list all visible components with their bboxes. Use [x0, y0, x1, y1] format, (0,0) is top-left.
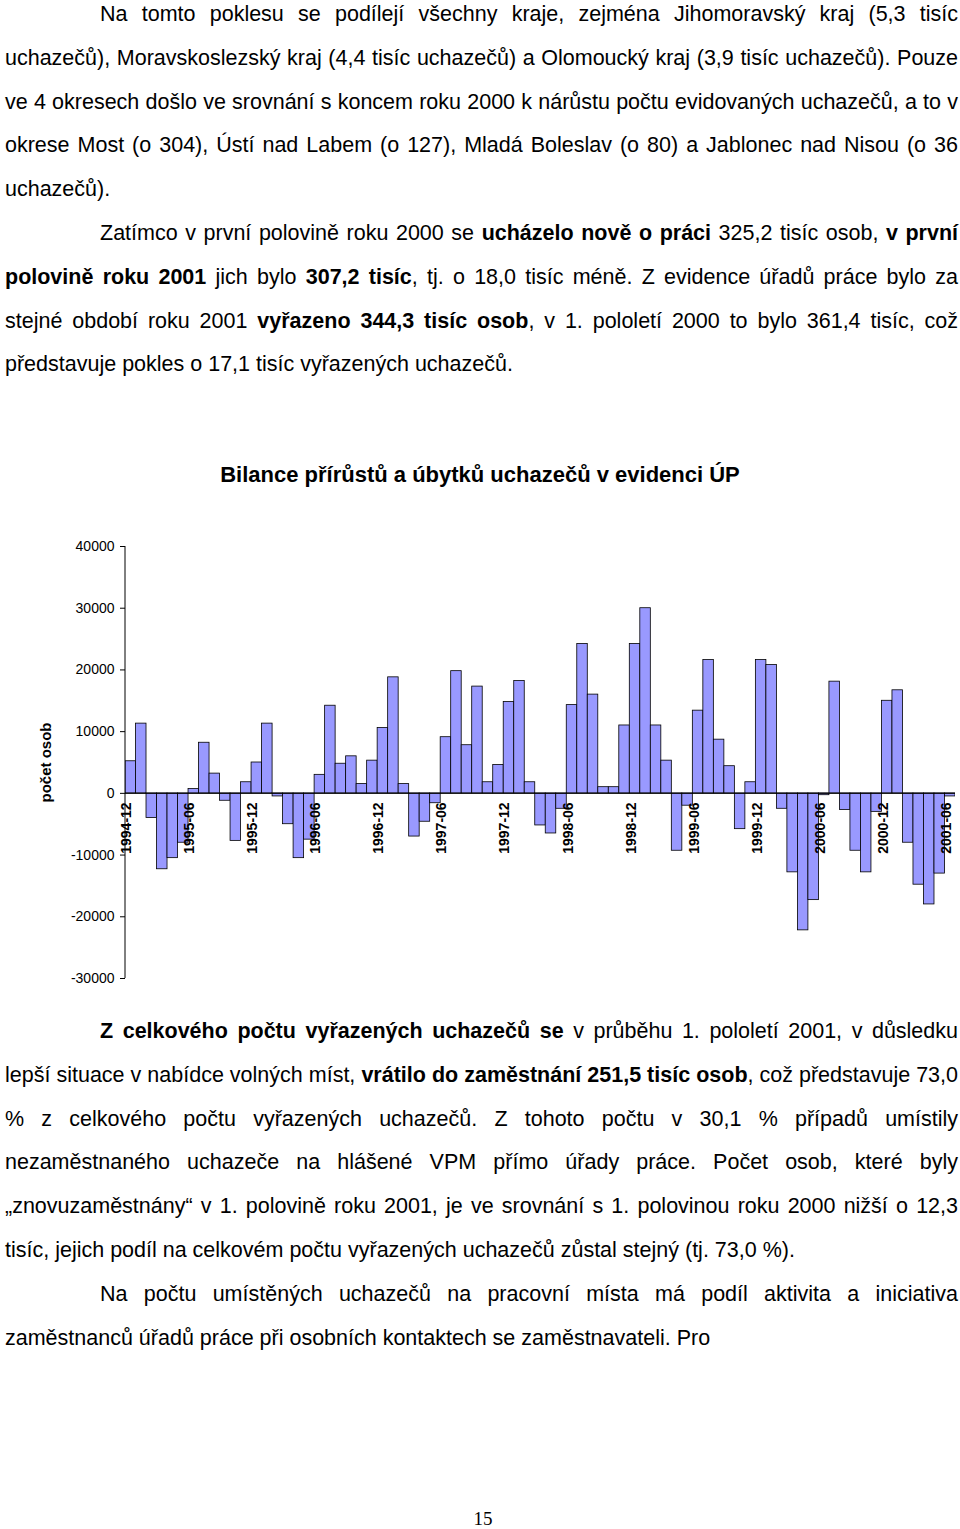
- html-text:Z celkového počtu vyřazených u: Z celkového počtu vyřazených uchazečů se…: [5, 1019, 958, 1262]
- svg-text:-20000: -20000: [71, 908, 115, 924]
- html-text:Na tomto poklesu se podílejí v: Na tomto poklesu se podílejí všechny kra…: [5, 2, 958, 202]
- svg-text:30000: 30000: [76, 600, 115, 616]
- svg-text:1999-06: 1999-06: [686, 802, 702, 854]
- svg-text:10000: 10000: [76, 723, 115, 739]
- svg-text:1997-06: 1997-06: [433, 802, 449, 854]
- svg-text:1996-06: 1996-06: [307, 802, 323, 854]
- svg-text:-30000: -30000: [71, 970, 115, 986]
- svg-text:1995-12: 1995-12: [244, 802, 260, 854]
- svg-text:1995-06: 1995-06: [181, 802, 197, 854]
- svg-text:2001-06: 2001-06: [938, 802, 954, 854]
- svg-text:-10000: -10000: [71, 847, 115, 863]
- html-text:Na počtu umístěných uchazečů n: Na počtu umístěných uchazečů na pracovní…: [5, 1281, 958, 1350]
- svg-text:2000-06: 2000-06: [812, 802, 828, 854]
- svg-text:1998-06: 1998-06: [559, 802, 575, 854]
- html-text:Bilance přírůstů a úbytků ucha: Bilance přírůstů a úbytků uchazečů v evi…: [220, 462, 740, 487]
- svg-text:1999-12: 1999-12: [749, 802, 765, 854]
- svg-text:počet osob: počet osob: [37, 722, 54, 802]
- svg-text:1997-12: 1997-12: [496, 802, 512, 854]
- svg-text:1994-12: 1994-12: [118, 802, 134, 854]
- svg-text:1998-12: 1998-12: [623, 802, 639, 854]
- html-text:15: 15: [473, 1508, 493, 1529]
- html-text:Zatímco v první polovině roku: Zatímco v první polovině roku 2000 se uc…: [5, 221, 958, 377]
- svg-text:20000: 20000: [76, 661, 115, 677]
- svg-text:0: 0: [107, 785, 115, 801]
- svg-text:40000: 40000: [76, 538, 115, 554]
- svg-text:1996-12: 1996-12: [370, 802, 386, 854]
- svg-text:2000-12: 2000-12: [875, 802, 891, 854]
